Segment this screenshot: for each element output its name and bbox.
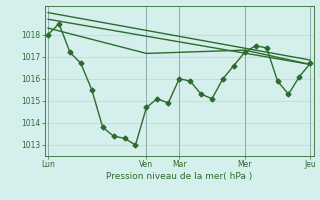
X-axis label: Pression niveau de la mer( hPa ): Pression niveau de la mer( hPa ) xyxy=(106,172,252,181)
